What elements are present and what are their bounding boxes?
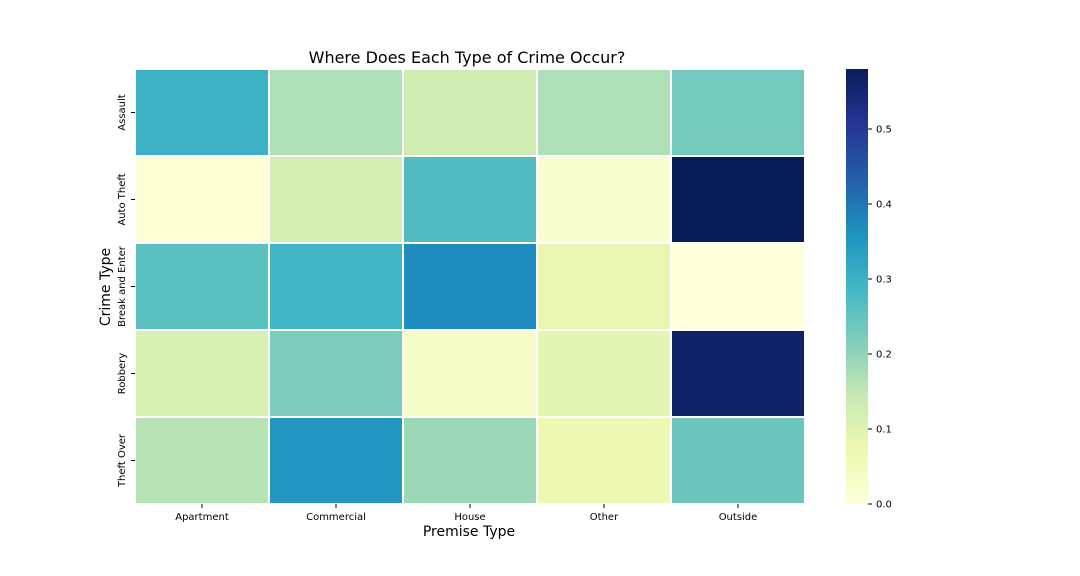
cell-theft-over-house — [402, 416, 538, 505]
cell-assault-outside — [670, 68, 806, 157]
cell-theft-over-apartment — [134, 416, 270, 505]
chart-title: Where Does Each Type of Crime Occur? — [309, 48, 626, 67]
y-tick-assault: Assault — [117, 94, 128, 131]
colorbar-tick-label: 0.2 — [876, 350, 892, 361]
y-tick-robbery: Robbery — [117, 353, 128, 395]
cell-auto-theft-outside — [670, 155, 806, 244]
y-tick-theft-over: Theft Over — [117, 433, 128, 488]
cell-robbery-outside — [670, 329, 806, 418]
cell-break-and-enter-outside — [670, 242, 806, 331]
cell-break-and-enter-other — [536, 242, 672, 331]
cell-robbery-commercial — [268, 329, 404, 418]
colorbar-tick-label: 0.4 — [876, 200, 892, 211]
colorbar — [846, 69, 868, 504]
x-tick-labels: Apartment Commercial House Other Outside — [175, 504, 757, 523]
cell-auto-theft-other — [536, 155, 672, 244]
cell-robbery-apartment — [134, 329, 270, 418]
cell-theft-over-outside — [670, 416, 806, 505]
x-tick-other: Other — [590, 512, 619, 523]
colorbar-tick-label: 0.1 — [876, 425, 892, 436]
y-axis-label: Crime Type — [98, 248, 114, 326]
x-tick-house: House — [454, 512, 485, 523]
cell-auto-theft-commercial — [268, 155, 404, 244]
y-tick-auto-theft: Auto Theft — [117, 173, 128, 225]
cell-break-and-enter-house — [402, 242, 538, 331]
y-tick-labels: Assault Auto Theft Break and Enter Robbery T… — [117, 94, 135, 488]
cell-break-and-enter-commercial — [268, 242, 404, 331]
cell-assault-apartment — [134, 68, 270, 157]
x-axis-label: Premise Type — [423, 524, 515, 540]
x-tick-commercial: Commercial — [306, 512, 366, 523]
heatmap-cells — [134, 68, 806, 505]
cell-break-and-enter-apartment — [134, 242, 270, 331]
cell-auto-theft-house — [402, 155, 538, 244]
cell-theft-over-other — [536, 416, 672, 505]
cell-assault-commercial — [268, 68, 404, 157]
cell-assault-house — [402, 68, 538, 157]
colorbar-ticks: 0.0 0.1 0.2 0.3 0.4 0.5 — [868, 125, 892, 511]
x-tick-apartment: Apartment — [175, 512, 229, 523]
y-tick-break-and-enter: Break and Enter — [117, 245, 128, 327]
cell-assault-other — [536, 68, 672, 157]
colorbar-tick-label: 0.3 — [876, 275, 892, 286]
cell-auto-theft-apartment — [134, 155, 270, 244]
cell-robbery-house — [402, 329, 538, 418]
cell-theft-over-commercial — [268, 416, 404, 505]
colorbar-tick-label: 0.5 — [876, 125, 892, 136]
x-tick-outside: Outside — [719, 512, 758, 523]
colorbar-tick-label: 0.0 — [876, 500, 892, 511]
cell-robbery-other — [536, 329, 672, 418]
